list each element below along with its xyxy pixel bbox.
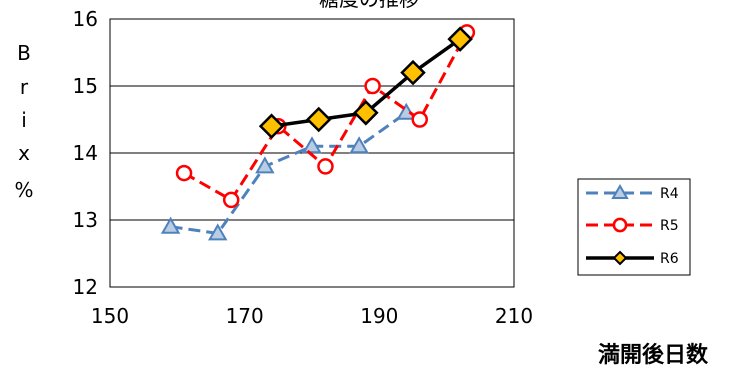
x-tick-label: 210 <box>495 304 533 328</box>
y-axis-title-char: x <box>18 141 30 165</box>
data-point-r5 <box>364 77 381 95</box>
series-r4 <box>160 102 416 241</box>
legend-marker <box>612 250 628 266</box>
y-axis-title-char: r <box>20 75 29 99</box>
data-point-r6 <box>353 100 379 126</box>
y-axis-title-char: i <box>21 108 27 132</box>
legend-item-r6: R6 <box>586 250 679 267</box>
legend-item-r5: R5 <box>586 217 679 234</box>
y-tick-label: 12 <box>73 275 98 299</box>
plot-area-border <box>109 18 515 288</box>
legend-label: R5 <box>660 218 679 234</box>
data-point-r5 <box>317 158 334 175</box>
tick-labels: 12 13 14 15 16 150 170 190 210 <box>73 7 534 328</box>
legend-item-r4: R4 <box>586 184 679 202</box>
legend: R4 R5 R6 <box>577 178 691 276</box>
chart-title: 糖度の推移 <box>319 0 419 11</box>
y-tick-label: 14 <box>73 141 98 165</box>
series-r6 <box>258 26 473 139</box>
x-tick-label: 190 <box>360 304 398 328</box>
data-point-r5 <box>222 191 240 209</box>
legend-marker <box>611 184 629 199</box>
y-tick-label: 13 <box>73 208 98 232</box>
x-tick-label: 170 <box>226 304 264 328</box>
x-axis-title: 満開後日数 <box>598 342 709 368</box>
y-axis-title-char: % <box>14 178 33 202</box>
data-point-r4 <box>160 216 181 234</box>
data-point-r4 <box>302 136 322 154</box>
data-point-r6 <box>400 59 426 86</box>
y-axis-title-char: B <box>17 41 31 65</box>
data-point-r4 <box>208 223 228 241</box>
x-tick-label: 150 <box>91 304 129 328</box>
data-point-r6 <box>305 106 332 133</box>
data-point-r4 <box>349 136 369 154</box>
data-point-r5 <box>411 111 428 128</box>
data-point-r6 <box>258 113 285 139</box>
data-point-r6 <box>447 26 473 52</box>
series-layer <box>160 24 476 241</box>
legend-label: R4 <box>660 186 679 202</box>
legend-label: R6 <box>660 251 679 267</box>
y-tick-label: 15 <box>73 74 98 98</box>
series-line-r4 <box>170 111 408 236</box>
data-point-r4 <box>255 156 275 174</box>
data-point-r5 <box>175 164 193 182</box>
y-tick-label: 16 <box>73 7 98 31</box>
legend-marker <box>612 217 628 233</box>
